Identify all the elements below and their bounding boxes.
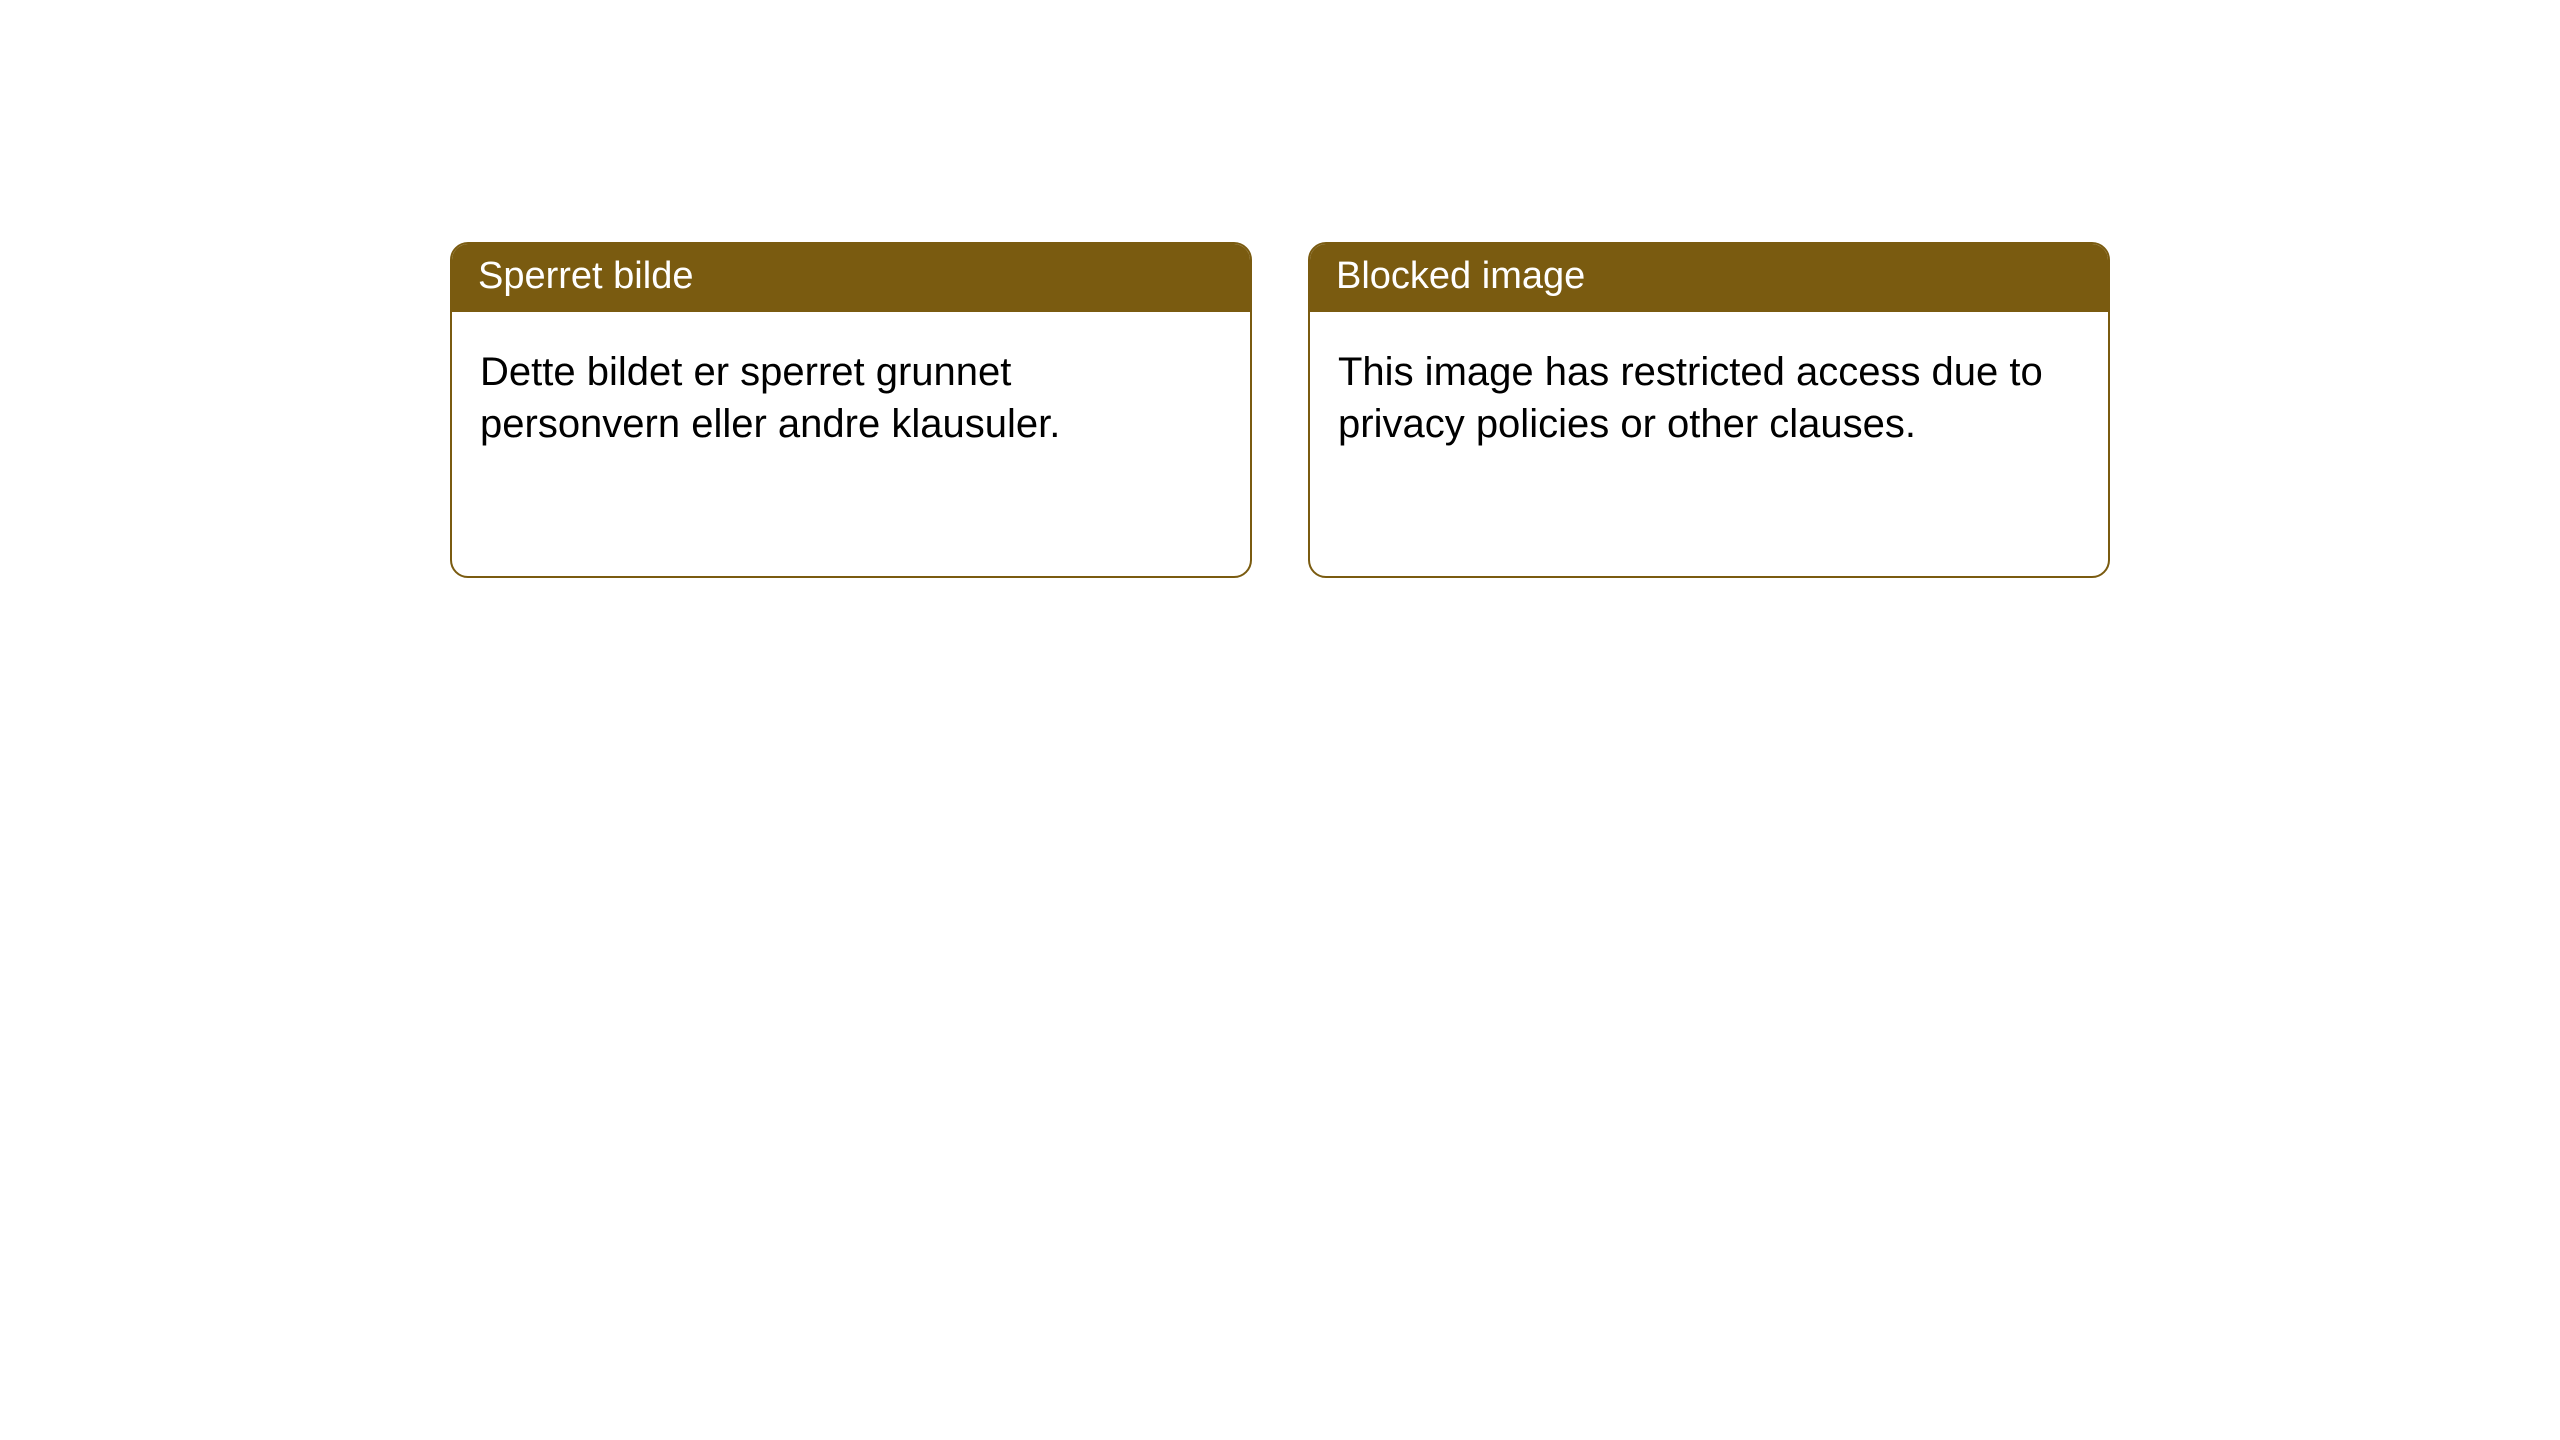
card-body-text: This image has restricted access due to … xyxy=(1338,350,2043,446)
card-body-text: Dette bildet er sperret grunnet personve… xyxy=(480,350,1060,446)
card-header: Sperret bilde xyxy=(452,244,1250,312)
card-title: Sperret bilde xyxy=(478,255,693,297)
card-header: Blocked image xyxy=(1310,244,2108,312)
card-title: Blocked image xyxy=(1336,255,1585,297)
notice-card-english: Blocked image This image has restricted … xyxy=(1308,242,2110,578)
card-body: This image has restricted access due to … xyxy=(1310,312,2108,484)
notice-container: Sperret bilde Dette bildet er sperret gr… xyxy=(450,242,2110,578)
notice-card-norwegian: Sperret bilde Dette bildet er sperret gr… xyxy=(450,242,1252,578)
card-body: Dette bildet er sperret grunnet personve… xyxy=(452,312,1250,484)
